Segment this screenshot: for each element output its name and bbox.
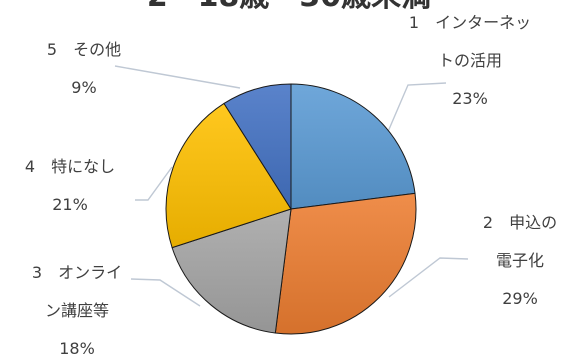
slice-category-label-3: ン講座等 — [45, 301, 109, 320]
slice-value-label-4: 21% — [52, 195, 88, 214]
chart-title: 2 18歳～30歳未満 — [147, 0, 431, 14]
slice-value-label-2: 29% — [502, 289, 538, 308]
pie-slice-2 — [274, 192, 417, 335]
pie-slice-3 — [171, 208, 292, 334]
pie-slice-4 — [165, 102, 292, 249]
leader-line-3 — [130, 278, 201, 307]
slice-value-label-3: 18% — [59, 339, 95, 354]
slice-category-label-2: 2 申込の — [483, 213, 557, 232]
slice-value-label-1: 23% — [452, 89, 488, 108]
slice-category-label-1: トの活用 — [438, 51, 502, 70]
slice-value-label-5: 9% — [71, 78, 96, 97]
leader-line-4 — [135, 166, 173, 201]
slice-category-label-3: 3 オンライ — [32, 263, 122, 282]
leader-line-5 — [114, 65, 241, 89]
leader-line-2 — [388, 257, 469, 298]
pie-slice-5 — [223, 83, 292, 211]
pie-slice-1 — [290, 83, 416, 210]
slice-category-label-2: 電子化 — [496, 251, 544, 270]
pie-slices — [165, 83, 417, 335]
slice-category-label-1: 1 インターネッ — [409, 13, 531, 32]
slice-category-label-5: 5 その他 — [47, 40, 121, 59]
slice-category-label-4: 4 特になし — [25, 157, 115, 176]
